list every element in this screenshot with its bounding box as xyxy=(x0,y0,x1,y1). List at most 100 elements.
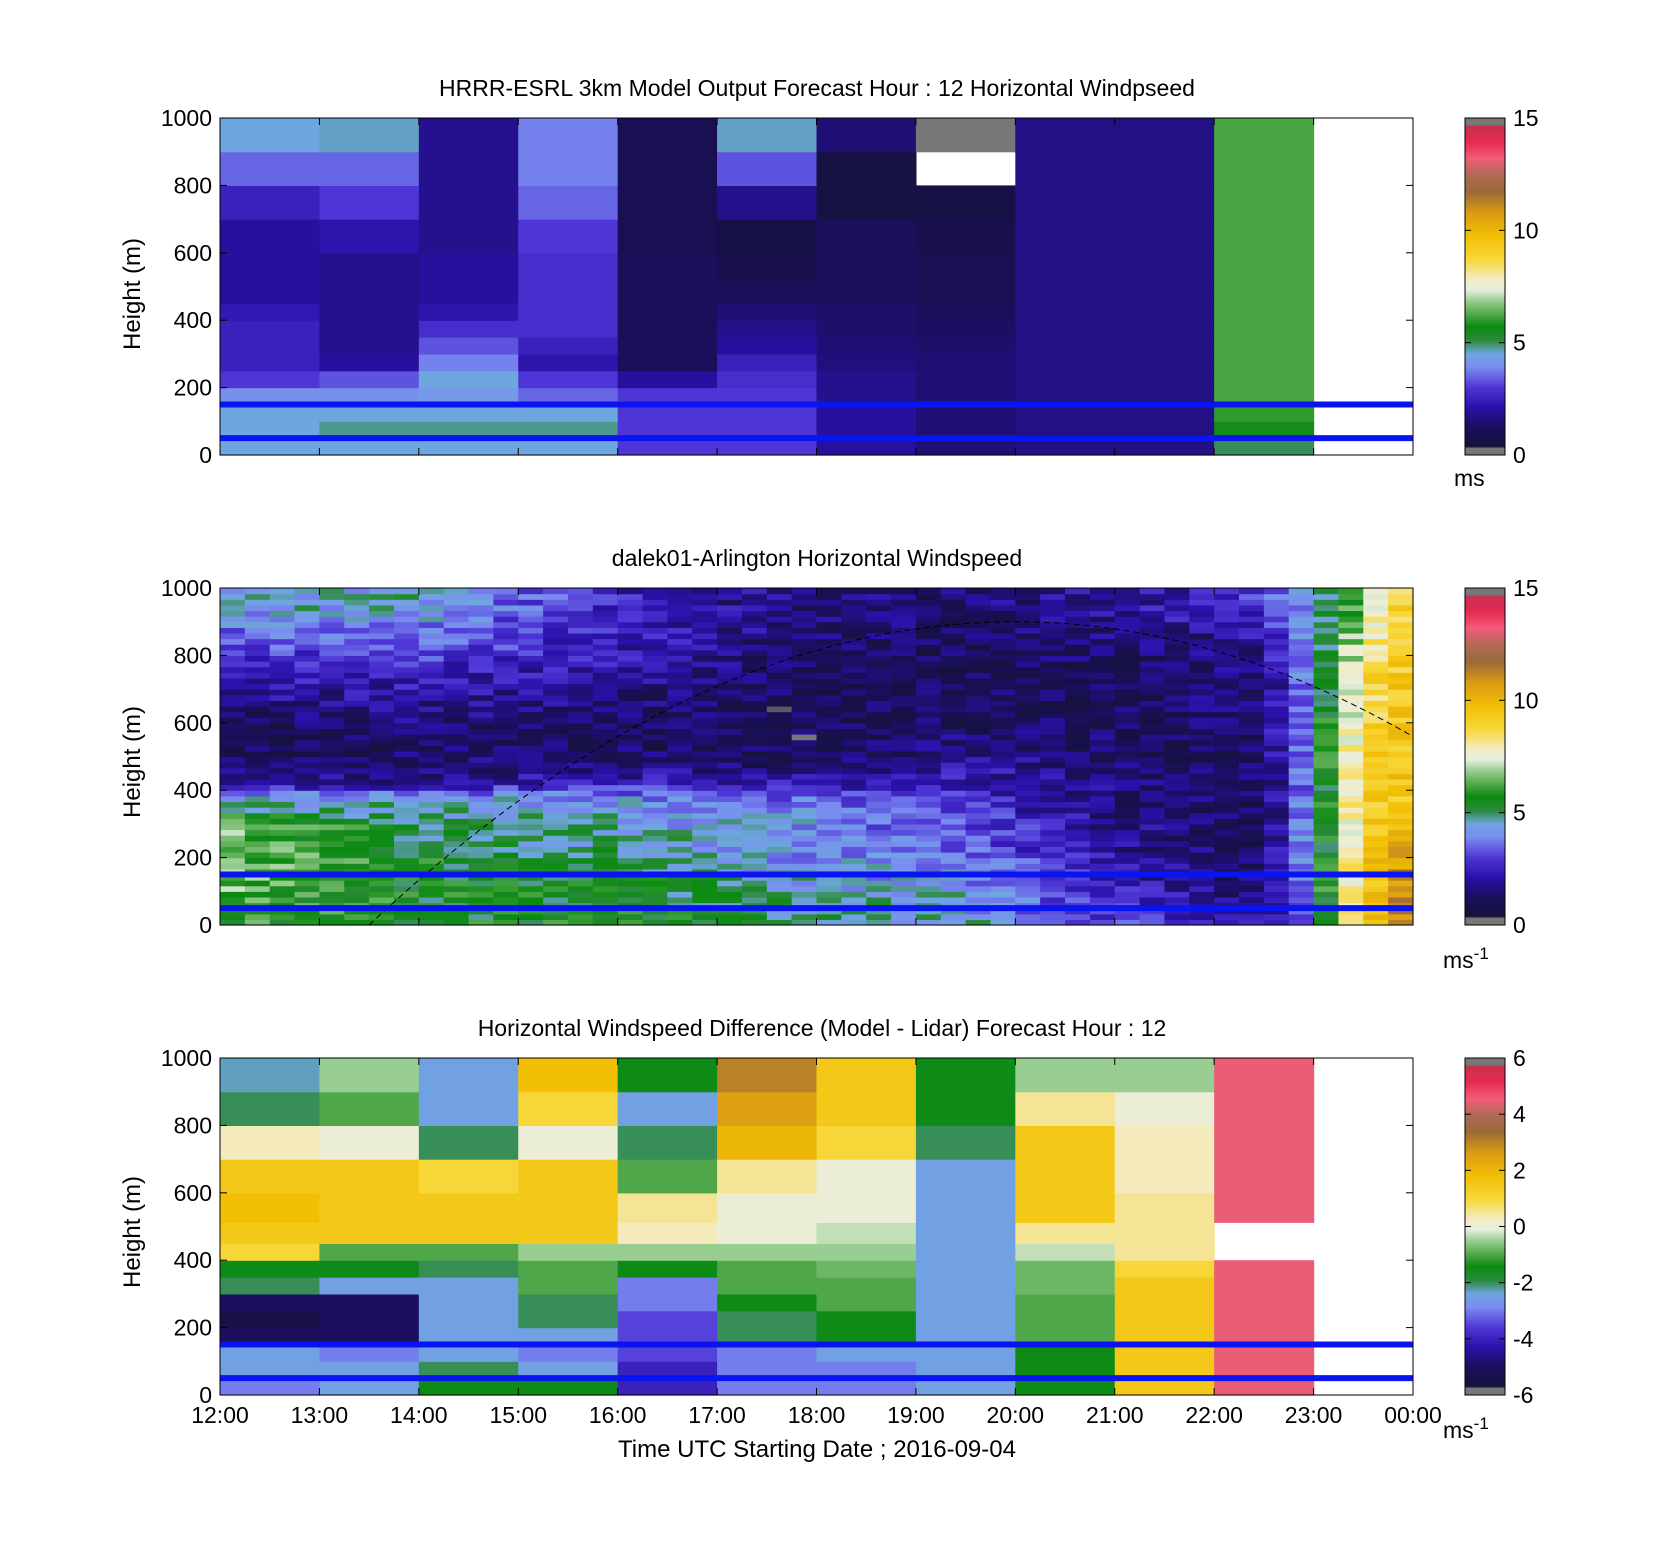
heatmap-cell xyxy=(816,717,842,724)
heatmap-cell xyxy=(667,616,693,623)
heatmap-cell xyxy=(369,677,395,685)
heatmap-cell xyxy=(1164,857,1190,864)
heatmap-cell xyxy=(443,767,470,774)
heatmap-cell xyxy=(841,750,867,758)
panel-difference-x-ticks xyxy=(219,1058,1414,1395)
heatmap-cell xyxy=(220,778,246,786)
heatmap-cell xyxy=(294,846,321,853)
heatmap-cell xyxy=(1065,604,1091,612)
heatmap-cell xyxy=(543,632,569,640)
heatmap-cell xyxy=(692,790,718,797)
heatmap-cell xyxy=(543,683,569,690)
heatmap-cell xyxy=(1338,705,1364,713)
heatmap-cell xyxy=(244,863,271,870)
heatmap-cell xyxy=(1363,722,1389,730)
heatmap-cell xyxy=(518,252,619,283)
heatmap-cell xyxy=(816,913,842,920)
heatmap-cell xyxy=(567,885,594,892)
heatmap-cell xyxy=(1263,790,1290,797)
heatmap-cell xyxy=(990,835,1016,842)
heatmap-cell xyxy=(269,616,296,623)
heatmap-cell xyxy=(443,722,470,730)
heatmap-cell xyxy=(443,717,470,724)
heatmap-cell xyxy=(220,610,246,617)
heatmap-cell xyxy=(1015,728,1041,735)
heatmap-cell xyxy=(518,880,544,887)
heatmap-cell xyxy=(1338,762,1364,769)
heatmap-cell xyxy=(965,689,992,696)
heatmap-cell xyxy=(244,767,271,774)
heatmap-cell xyxy=(1214,756,1240,763)
heatmap-cell xyxy=(816,1293,917,1312)
heatmap-cell xyxy=(692,851,718,859)
heatmap-cell xyxy=(617,370,718,389)
heatmap-cell xyxy=(841,896,867,904)
heatmap-cell xyxy=(667,874,693,881)
heatmap-cell xyxy=(1214,1310,1315,1329)
heatmap-cell xyxy=(717,818,743,825)
heatmap-cell xyxy=(667,885,693,892)
heatmap-cell xyxy=(1363,677,1389,685)
heatmap-cell xyxy=(319,874,345,881)
panel-model-title: HRRR-ESRL 3km Model Output Forecast Hour… xyxy=(439,75,1195,101)
heatmap-cell xyxy=(915,762,942,769)
heatmap-cell xyxy=(1015,118,1116,153)
heatmap-cell xyxy=(1040,908,1066,915)
heatmap-cell xyxy=(518,1310,619,1329)
heatmap-cell xyxy=(915,627,942,634)
x-tick-label: 14:00 xyxy=(390,1402,448,1428)
heatmap-cell xyxy=(393,599,420,606)
heatmap-cell xyxy=(1388,599,1414,606)
heatmap-cell xyxy=(915,337,1016,355)
heatmap-cell xyxy=(1015,773,1041,780)
heatmap-cell xyxy=(741,851,768,859)
heatmap-cell xyxy=(369,801,395,808)
heatmap-cell xyxy=(965,672,992,679)
heatmap-cell xyxy=(717,835,743,842)
heatmap-cell xyxy=(866,784,892,791)
heatmap-cell xyxy=(518,818,544,825)
heatmap-cell xyxy=(468,627,494,634)
heatmap-cell xyxy=(518,790,544,797)
heatmap-cell xyxy=(1089,795,1116,803)
heatmap-cell xyxy=(866,851,892,859)
heatmap-cell xyxy=(1214,219,1315,254)
heatmap-cell xyxy=(369,762,395,769)
heatmap-cell xyxy=(617,185,718,220)
heatmap-cell xyxy=(642,632,668,640)
heatmap-cell xyxy=(518,778,544,786)
heatmap-cell xyxy=(915,421,1016,439)
heatmap-cell xyxy=(518,908,544,915)
heatmap-cell xyxy=(220,896,246,904)
heatmap-cell xyxy=(443,801,470,808)
heatmap-cell xyxy=(369,632,395,640)
heatmap-cell xyxy=(1239,739,1265,746)
heatmap-cell xyxy=(741,750,768,758)
heatmap-cell xyxy=(592,745,619,752)
heatmap-cell xyxy=(269,666,296,673)
heatmap-cell xyxy=(1139,857,1166,864)
heatmap-cell xyxy=(1388,807,1414,814)
heatmap-cell xyxy=(1189,835,1215,842)
heatmap-cell xyxy=(667,705,693,713)
heatmap-cell xyxy=(1363,908,1389,915)
heatmap-cell xyxy=(1040,638,1066,645)
heatmap-cell xyxy=(717,370,818,389)
heatmap-cell xyxy=(766,632,793,640)
heatmap-cell xyxy=(766,593,793,600)
heatmap-cell xyxy=(866,795,892,803)
heatmap-cell xyxy=(965,812,992,819)
heatmap-cell xyxy=(220,627,246,634)
heatmap-cell xyxy=(915,823,942,831)
heatmap-cell xyxy=(741,767,768,774)
heatmap-cell xyxy=(940,807,967,814)
heatmap-cell xyxy=(1189,689,1215,696)
heatmap-cell xyxy=(717,750,743,758)
heatmap-cell xyxy=(220,1192,321,1223)
heatmap-cell xyxy=(294,700,321,707)
heatmap-cell xyxy=(1239,823,1265,831)
heatmap-cell xyxy=(1338,773,1364,780)
heatmap-cell xyxy=(1114,632,1141,640)
